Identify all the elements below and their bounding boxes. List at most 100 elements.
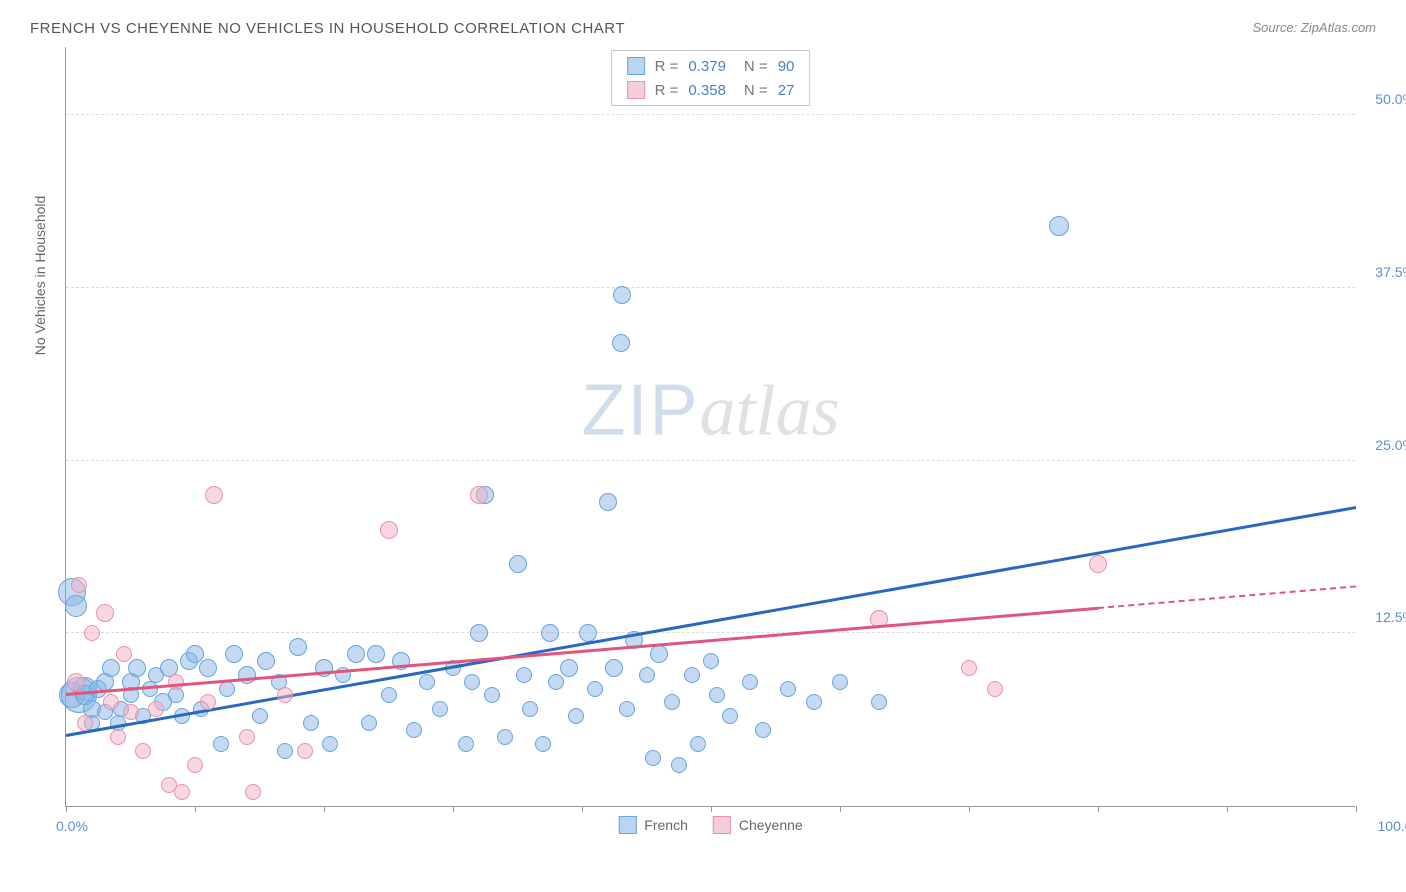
data-point[interactable] <box>380 521 398 539</box>
data-point[interactable] <box>96 604 114 622</box>
data-point[interactable] <box>77 715 93 731</box>
data-point[interactable] <box>703 653 719 669</box>
x-axis-min-label: 0.0% <box>56 818 88 834</box>
data-point[interactable] <box>213 736 229 752</box>
data-point[interactable] <box>347 645 365 663</box>
data-point[interactable] <box>684 667 700 683</box>
data-point[interactable] <box>257 652 275 670</box>
data-point[interactable] <box>470 624 488 642</box>
data-point[interactable] <box>522 701 538 717</box>
data-point[interactable] <box>116 646 132 662</box>
data-point[interactable] <box>709 687 725 703</box>
data-point[interactable] <box>1049 216 1069 236</box>
data-point[interactable] <box>303 715 319 731</box>
trend-line <box>1098 586 1356 610</box>
data-point[interactable] <box>535 736 551 752</box>
data-point[interactable] <box>690 736 706 752</box>
data-point[interactable] <box>516 667 532 683</box>
chart-container: FRENCH VS CHEYENNE NO VEHICLES IN HOUSEH… <box>0 0 1406 892</box>
data-point[interactable] <box>277 743 293 759</box>
data-point[interactable] <box>722 708 738 724</box>
data-point[interactable] <box>71 577 87 593</box>
legend-row: R =0.358N =27 <box>615 78 807 102</box>
data-point[interactable] <box>225 645 243 663</box>
data-point[interactable] <box>419 674 435 690</box>
data-point[interactable] <box>560 659 578 677</box>
data-point[interactable] <box>497 729 513 745</box>
y-tick-label: 12.5% <box>1375 609 1406 625</box>
x-tick <box>711 806 712 812</box>
data-point[interactable] <box>605 659 623 677</box>
data-point[interactable] <box>110 729 126 745</box>
data-point[interactable] <box>1089 555 1107 573</box>
data-point[interactable] <box>361 715 377 731</box>
data-point[interactable] <box>102 659 120 677</box>
data-point[interactable] <box>987 681 1003 697</box>
data-point[interactable] <box>612 334 630 352</box>
x-tick <box>324 806 325 812</box>
data-point[interactable] <box>103 694 119 710</box>
legend-item[interactable]: French <box>618 816 688 834</box>
data-point[interactable] <box>252 708 268 724</box>
data-point[interactable] <box>664 694 680 710</box>
legend-swatch <box>627 81 645 99</box>
data-point[interactable] <box>541 624 559 642</box>
data-point[interactable] <box>238 666 256 684</box>
x-tick <box>1356 806 1357 812</box>
data-point[interactable] <box>671 757 687 773</box>
data-point[interactable] <box>381 687 397 703</box>
data-point[interactable] <box>148 701 164 717</box>
data-point[interactable] <box>599 493 617 511</box>
data-point[interactable] <box>406 722 422 738</box>
data-point[interactable] <box>199 659 217 677</box>
data-point[interactable] <box>832 674 848 690</box>
data-point[interactable] <box>464 674 480 690</box>
data-point[interactable] <box>780 681 796 697</box>
data-point[interactable] <box>84 625 100 641</box>
data-point[interactable] <box>322 736 338 752</box>
data-point[interactable] <box>277 687 293 703</box>
data-point[interactable] <box>297 743 313 759</box>
data-point[interactable] <box>289 638 307 656</box>
data-point[interactable] <box>67 673 85 691</box>
data-point[interactable] <box>168 687 184 703</box>
legend-item[interactable]: Cheyenne <box>713 816 803 834</box>
legend-series: French Cheyenne <box>618 816 802 834</box>
data-point[interactable] <box>123 704 139 720</box>
data-point[interactable] <box>742 674 758 690</box>
data-point[interactable] <box>961 660 977 676</box>
data-point[interactable] <box>367 645 385 663</box>
data-point[interactable] <box>806 694 822 710</box>
y-tick-label: 25.0% <box>1375 437 1406 453</box>
data-point[interactable] <box>568 708 584 724</box>
data-point[interactable] <box>650 645 668 663</box>
x-tick <box>582 806 583 812</box>
data-point[interactable] <box>219 681 235 697</box>
data-point[interactable] <box>187 757 203 773</box>
data-point[interactable] <box>458 736 474 752</box>
data-point[interactable] <box>432 701 448 717</box>
legend-swatch <box>618 816 636 834</box>
data-point[interactable] <box>200 694 216 710</box>
data-point[interactable] <box>755 722 771 738</box>
data-point[interactable] <box>65 595 87 617</box>
data-point[interactable] <box>239 729 255 745</box>
data-point[interactable] <box>639 667 655 683</box>
data-point[interactable] <box>128 659 146 677</box>
data-point[interactable] <box>509 555 527 573</box>
data-point[interactable] <box>168 674 184 690</box>
data-point[interactable] <box>135 743 151 759</box>
legend-label: French <box>644 817 688 833</box>
data-point[interactable] <box>871 694 887 710</box>
data-point[interactable] <box>548 674 564 690</box>
x-tick <box>66 806 67 812</box>
data-point[interactable] <box>174 784 190 800</box>
data-point[interactable] <box>484 687 500 703</box>
data-point[interactable] <box>470 486 488 504</box>
data-point[interactable] <box>587 681 603 697</box>
data-point[interactable] <box>645 750 661 766</box>
data-point[interactable] <box>613 286 631 304</box>
data-point[interactable] <box>245 784 261 800</box>
data-point[interactable] <box>619 701 635 717</box>
data-point[interactable] <box>205 486 223 504</box>
